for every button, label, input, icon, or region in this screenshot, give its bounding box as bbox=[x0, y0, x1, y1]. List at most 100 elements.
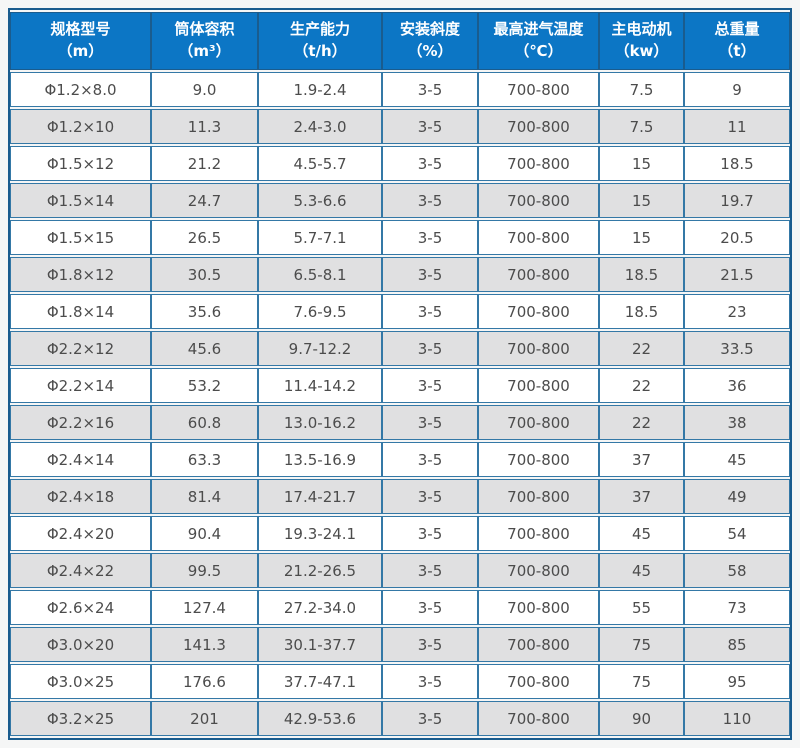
table-cell: 38 bbox=[684, 405, 790, 440]
table-cell: 45.6 bbox=[151, 331, 258, 366]
table-cell: 7.5 bbox=[599, 72, 684, 107]
table-cell: 3-5 bbox=[382, 701, 478, 736]
column-label: 主电动机 bbox=[611, 20, 672, 39]
column-header: 筒体容积 （m³） bbox=[151, 12, 258, 70]
table-cell: Φ2.2×14 bbox=[10, 368, 151, 403]
table-cell: 700-800 bbox=[478, 405, 599, 440]
table-cell: 1.9-2.4 bbox=[258, 72, 382, 107]
table-cell: 6.5-8.1 bbox=[258, 257, 382, 292]
table-cell: 19.7 bbox=[684, 183, 790, 218]
table-cell: 110 bbox=[684, 701, 790, 736]
table-row: Φ3.0×25 176.6 37.7-47.1 3-5 700-800 75 95 bbox=[10, 664, 790, 699]
table-cell: 26.5 bbox=[151, 220, 258, 255]
table-cell: Φ2.4×20 bbox=[10, 516, 151, 551]
table-cell: 15 bbox=[599, 146, 684, 181]
table-cell: 17.4-21.7 bbox=[258, 479, 382, 514]
table-cell: 3-5 bbox=[382, 294, 478, 329]
table-cell: 30.1-37.7 bbox=[258, 627, 382, 662]
table-cell: Φ2.6×24 bbox=[10, 590, 151, 625]
table-cell: 55 bbox=[599, 590, 684, 625]
table-cell: 3-5 bbox=[382, 627, 478, 662]
table-cell: Φ3.2×25 bbox=[10, 701, 151, 736]
table-cell: Φ2.4×18 bbox=[10, 479, 151, 514]
table-row: Φ2.6×24 127.4 27.2-34.0 3-5 700-800 55 73 bbox=[10, 590, 790, 625]
table-cell: 7.6-9.5 bbox=[258, 294, 382, 329]
table-cell: 21.2-26.5 bbox=[258, 553, 382, 588]
table-row: Φ3.2×25 201 42.9-53.6 3-5 700-800 90 110 bbox=[10, 701, 790, 736]
table-row: Φ1.2×10 11.3 2.4-3.0 3-5 700-800 7.5 11 bbox=[10, 109, 790, 144]
table-cell: 176.6 bbox=[151, 664, 258, 699]
table-cell: 75 bbox=[599, 627, 684, 662]
table-cell: 700-800 bbox=[478, 442, 599, 477]
table-cell: 90 bbox=[599, 701, 684, 736]
table-cell: 3-5 bbox=[382, 516, 478, 551]
table-cell: 37 bbox=[599, 479, 684, 514]
table-cell: 21.5 bbox=[684, 257, 790, 292]
table-cell: 13.5-16.9 bbox=[258, 442, 382, 477]
table-cell: 37.7-47.1 bbox=[258, 664, 382, 699]
table-cell: 23 bbox=[684, 294, 790, 329]
table-cell: 45 bbox=[684, 442, 790, 477]
table-row: Φ1.5×15 26.5 5.7-7.1 3-5 700-800 15 20.5 bbox=[10, 220, 790, 255]
table-cell: 3-5 bbox=[382, 220, 478, 255]
table-cell: 21.2 bbox=[151, 146, 258, 181]
table-cell: 3-5 bbox=[382, 331, 478, 366]
table-cell: Φ2.4×14 bbox=[10, 442, 151, 477]
table-cell: 700-800 bbox=[478, 553, 599, 588]
table-cell: 22 bbox=[599, 405, 684, 440]
table-cell: 700-800 bbox=[478, 146, 599, 181]
table-cell: 13.0-16.2 bbox=[258, 405, 382, 440]
table-cell: 9 bbox=[684, 72, 790, 107]
column-label: 总重量 bbox=[714, 20, 760, 39]
column-unit: （kw） bbox=[614, 42, 669, 60]
table-cell: 85 bbox=[684, 627, 790, 662]
column-header: 安装斜度 （%） bbox=[382, 12, 478, 70]
table-cell: 90.4 bbox=[151, 516, 258, 551]
column-header: 最高进气温度 （℃） bbox=[478, 12, 599, 70]
table-cell: 2.4-3.0 bbox=[258, 109, 382, 144]
table-cell: 33.5 bbox=[684, 331, 790, 366]
table-cell: 60.8 bbox=[151, 405, 258, 440]
table-row: Φ2.2×14 53.2 11.4-14.2 3-5 700-800 22 36 bbox=[10, 368, 790, 403]
table-cell: 5.3-6.6 bbox=[258, 183, 382, 218]
column-unit: （m） bbox=[57, 42, 104, 60]
table-cell: 15 bbox=[599, 220, 684, 255]
column-unit: （%） bbox=[407, 42, 453, 60]
table-header: 规格型号 （m） 筒体容积 （m³） 生产能力 （t/h） 安装斜度 （%） 最高进气温度 （℃）… bbox=[10, 12, 790, 70]
table-cell: 700-800 bbox=[478, 183, 599, 218]
table-cell: 3-5 bbox=[382, 442, 478, 477]
table-cell: 37 bbox=[599, 442, 684, 477]
table-cell: Φ1.8×12 bbox=[10, 257, 151, 292]
table-row: Φ2.4×22 99.5 21.2-26.5 3-5 700-800 45 58 bbox=[10, 553, 790, 588]
table-cell: Φ1.5×15 bbox=[10, 220, 151, 255]
table-cell: 700-800 bbox=[478, 590, 599, 625]
table-cell: 9.0 bbox=[151, 72, 258, 107]
column-unit: （m³） bbox=[178, 42, 231, 60]
table-cell: Φ1.2×8.0 bbox=[10, 72, 151, 107]
table-cell: 18.5 bbox=[684, 146, 790, 181]
table-cell: 141.3 bbox=[151, 627, 258, 662]
table-row: Φ3.0×20 141.3 30.1-37.7 3-5 700-800 75 85 bbox=[10, 627, 790, 662]
column-header: 主电动机 （kw） bbox=[599, 12, 684, 70]
column-label: 安装斜度 bbox=[399, 20, 460, 39]
table-cell: Φ3.0×20 bbox=[10, 627, 151, 662]
table-cell: 3-5 bbox=[382, 109, 478, 144]
table-cell: 75 bbox=[599, 664, 684, 699]
column-unit: （t/h） bbox=[293, 42, 347, 60]
table-cell: 700-800 bbox=[478, 257, 599, 292]
table-cell: 22 bbox=[599, 331, 684, 366]
table-cell: 49 bbox=[684, 479, 790, 514]
table-cell: 700-800 bbox=[478, 479, 599, 514]
spec-table: 规格型号 （m） 筒体容积 （m³） 生产能力 （t/h） 安装斜度 （%） 最高进气温度 （℃）… bbox=[8, 8, 792, 740]
table-cell: 700-800 bbox=[478, 109, 599, 144]
table-cell: 95 bbox=[684, 664, 790, 699]
table-cell: Φ2.2×16 bbox=[10, 405, 151, 440]
table-cell: Φ1.2×10 bbox=[10, 109, 151, 144]
table-cell: 3-5 bbox=[382, 72, 478, 107]
table-cell: 3-5 bbox=[382, 479, 478, 514]
table-cell: 22 bbox=[599, 368, 684, 403]
table-cell: 30.5 bbox=[151, 257, 258, 292]
table-cell: 35.6 bbox=[151, 294, 258, 329]
table-cell: 3-5 bbox=[382, 405, 478, 440]
